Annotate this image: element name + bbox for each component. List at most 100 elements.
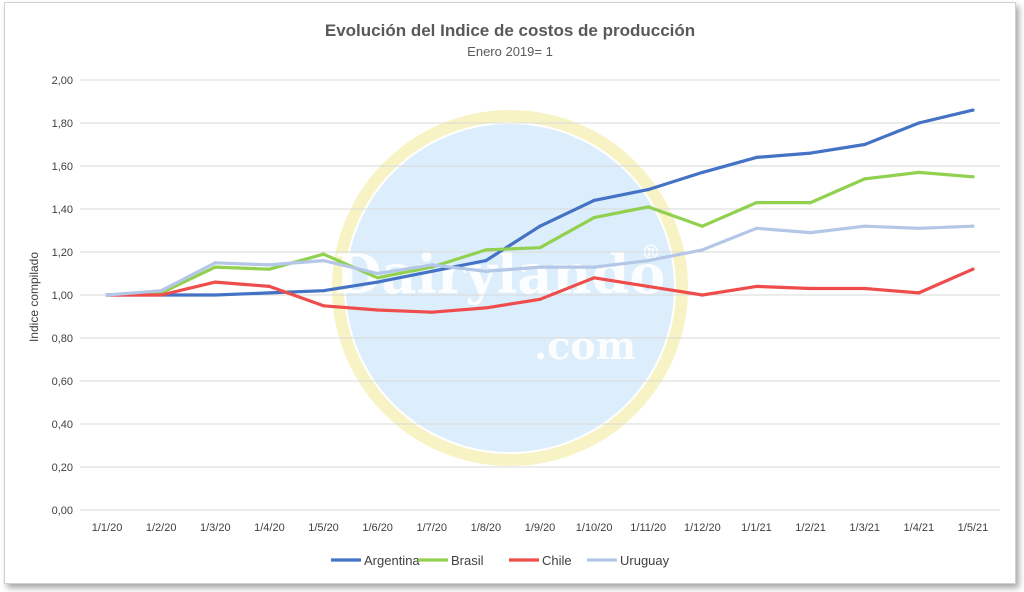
x-tick-label: 1/10/20 bbox=[576, 522, 613, 534]
data-point-chile bbox=[484, 306, 488, 310]
data-point-uruguay bbox=[754, 226, 759, 230]
data-point-chile bbox=[754, 284, 759, 288]
x-tick-label: 1/9/20 bbox=[525, 522, 556, 534]
data-point-uruguay bbox=[213, 261, 217, 265]
series-chile bbox=[105, 267, 975, 314]
x-tick-label: 1/11/20 bbox=[630, 522, 666, 534]
data-point-chile bbox=[971, 267, 975, 271]
data-point-chile bbox=[592, 276, 596, 280]
x-tick-label: 1/5/21 bbox=[958, 522, 989, 534]
data-point-uruguay bbox=[538, 265, 542, 269]
data-point-brasil bbox=[971, 175, 975, 179]
x-tick-label: 1/1/20 bbox=[92, 522, 123, 534]
series-uruguay bbox=[105, 224, 975, 297]
x-tick-label: 1/3/21 bbox=[849, 522, 880, 534]
legend-label: Argentina bbox=[364, 553, 420, 568]
data-point-argentina bbox=[917, 121, 921, 125]
y-tick-label: 0,60 bbox=[52, 376, 73, 388]
data-point-uruguay bbox=[321, 259, 326, 263]
y-axis-title: Indice compilado bbox=[27, 252, 41, 342]
y-tick-label: 1,80 bbox=[52, 118, 73, 130]
data-point-uruguay bbox=[484, 269, 488, 273]
data-point-brasil bbox=[863, 177, 867, 181]
data-point-brasil bbox=[917, 170, 921, 175]
x-tick-label: 1/2/21 bbox=[795, 522, 826, 534]
x-tick-label: 1/3/20 bbox=[200, 522, 231, 534]
data-point-brasil bbox=[267, 267, 272, 271]
data-point-brasil bbox=[646, 205, 650, 209]
x-tick-label: 1/8/20 bbox=[471, 522, 502, 534]
line-chart: Dairylando .com ® Evolución del Indice d… bbox=[27, 21, 1000, 568]
data-point-chile bbox=[700, 293, 704, 297]
x-axis-ticks: 1/1/20 1/2/20 1/3/20 1/4/20 1/5/20 1/6/20 1/7/… bbox=[92, 522, 988, 534]
data-point-argentina bbox=[267, 291, 272, 295]
data-point-uruguay bbox=[808, 231, 813, 235]
data-point-chile bbox=[213, 280, 217, 284]
data-point-uruguay bbox=[105, 293, 109, 297]
watermark-domain-text: .com bbox=[534, 323, 636, 368]
data-point-argentina bbox=[971, 108, 975, 112]
chart-frame: Dairylando .com ® Evolución del Indice d… bbox=[4, 2, 1016, 584]
data-point-argentina bbox=[646, 188, 650, 192]
data-point-brasil bbox=[754, 200, 759, 205]
data-point-argentina bbox=[808, 151, 813, 155]
data-point-brasil bbox=[700, 224, 704, 228]
y-tick-label: 0,40 bbox=[52, 419, 73, 431]
data-point-argentina bbox=[592, 198, 596, 202]
data-point-argentina bbox=[213, 293, 217, 297]
data-point-argentina bbox=[863, 142, 867, 147]
y-tick-label: 1,00 bbox=[52, 290, 73, 302]
data-point-chile bbox=[808, 286, 813, 291]
x-tick-label: 1/4/20 bbox=[254, 522, 285, 534]
data-point-chile bbox=[376, 308, 380, 312]
data-point-uruguay bbox=[700, 248, 704, 252]
data-point-argentina bbox=[700, 170, 704, 175]
y-tick-label: 0,20 bbox=[52, 462, 73, 474]
x-tick-label: 1/6/20 bbox=[362, 522, 393, 534]
data-point-argentina bbox=[430, 269, 434, 273]
y-tick-label: 1,60 bbox=[52, 161, 73, 173]
x-tick-label: 1/5/20 bbox=[308, 522, 339, 534]
data-point-argentina bbox=[538, 224, 542, 228]
data-point-chile bbox=[321, 304, 326, 308]
data-point-argentina bbox=[754, 155, 759, 159]
data-point-uruguay bbox=[646, 259, 650, 263]
data-point-uruguay bbox=[971, 224, 975, 228]
chart-subtitle: Enero 2019= 1 bbox=[467, 44, 553, 59]
data-point-uruguay bbox=[159, 289, 163, 293]
x-tick-label: 1/7/20 bbox=[416, 522, 447, 534]
data-point-uruguay bbox=[863, 224, 867, 228]
legend-item-uruguay: Uruguay bbox=[587, 553, 670, 568]
data-point-brasil bbox=[376, 276, 380, 280]
data-point-brasil bbox=[592, 216, 596, 220]
data-point-brasil bbox=[484, 248, 488, 252]
data-point-chile bbox=[917, 291, 921, 295]
data-point-brasil bbox=[321, 252, 326, 256]
legend-label: Chile bbox=[542, 553, 572, 568]
x-tick-label: 1/1/21 bbox=[741, 522, 772, 534]
data-point-chile bbox=[159, 293, 163, 297]
legend-item-argentina: Argentina bbox=[331, 553, 420, 568]
y-axis-ticks: 0,00 0,20 0,40 0,60 0,80 1,00 1,20 1,40 1,60 1,80… bbox=[52, 75, 73, 517]
watermark-logo: Dairylando .com ® bbox=[332, 110, 688, 466]
data-point-chile bbox=[538, 297, 542, 301]
chart-title: Evolución del Indice de costos de produc… bbox=[325, 21, 695, 40]
x-tick-label: 1/2/20 bbox=[146, 522, 177, 534]
legend-item-chile: Chile bbox=[509, 553, 572, 568]
y-tick-label: 1,20 bbox=[52, 247, 73, 259]
y-tick-label: 1,40 bbox=[52, 204, 73, 216]
y-tick-label: 0,00 bbox=[52, 505, 73, 517]
data-point-chile bbox=[267, 284, 272, 288]
data-point-uruguay bbox=[430, 263, 434, 267]
series-lines bbox=[105, 108, 975, 314]
data-point-brasil bbox=[213, 265, 217, 269]
data-point-argentina bbox=[376, 280, 380, 284]
data-point-argentina bbox=[321, 289, 326, 293]
data-point-chile bbox=[430, 310, 434, 314]
legend-label: Brasil bbox=[451, 553, 484, 568]
data-point-brasil bbox=[538, 246, 542, 250]
x-tick-label: 1/4/21 bbox=[904, 522, 935, 534]
watermark-disc bbox=[346, 124, 674, 452]
data-point-uruguay bbox=[917, 226, 921, 230]
data-point-uruguay bbox=[592, 265, 596, 269]
